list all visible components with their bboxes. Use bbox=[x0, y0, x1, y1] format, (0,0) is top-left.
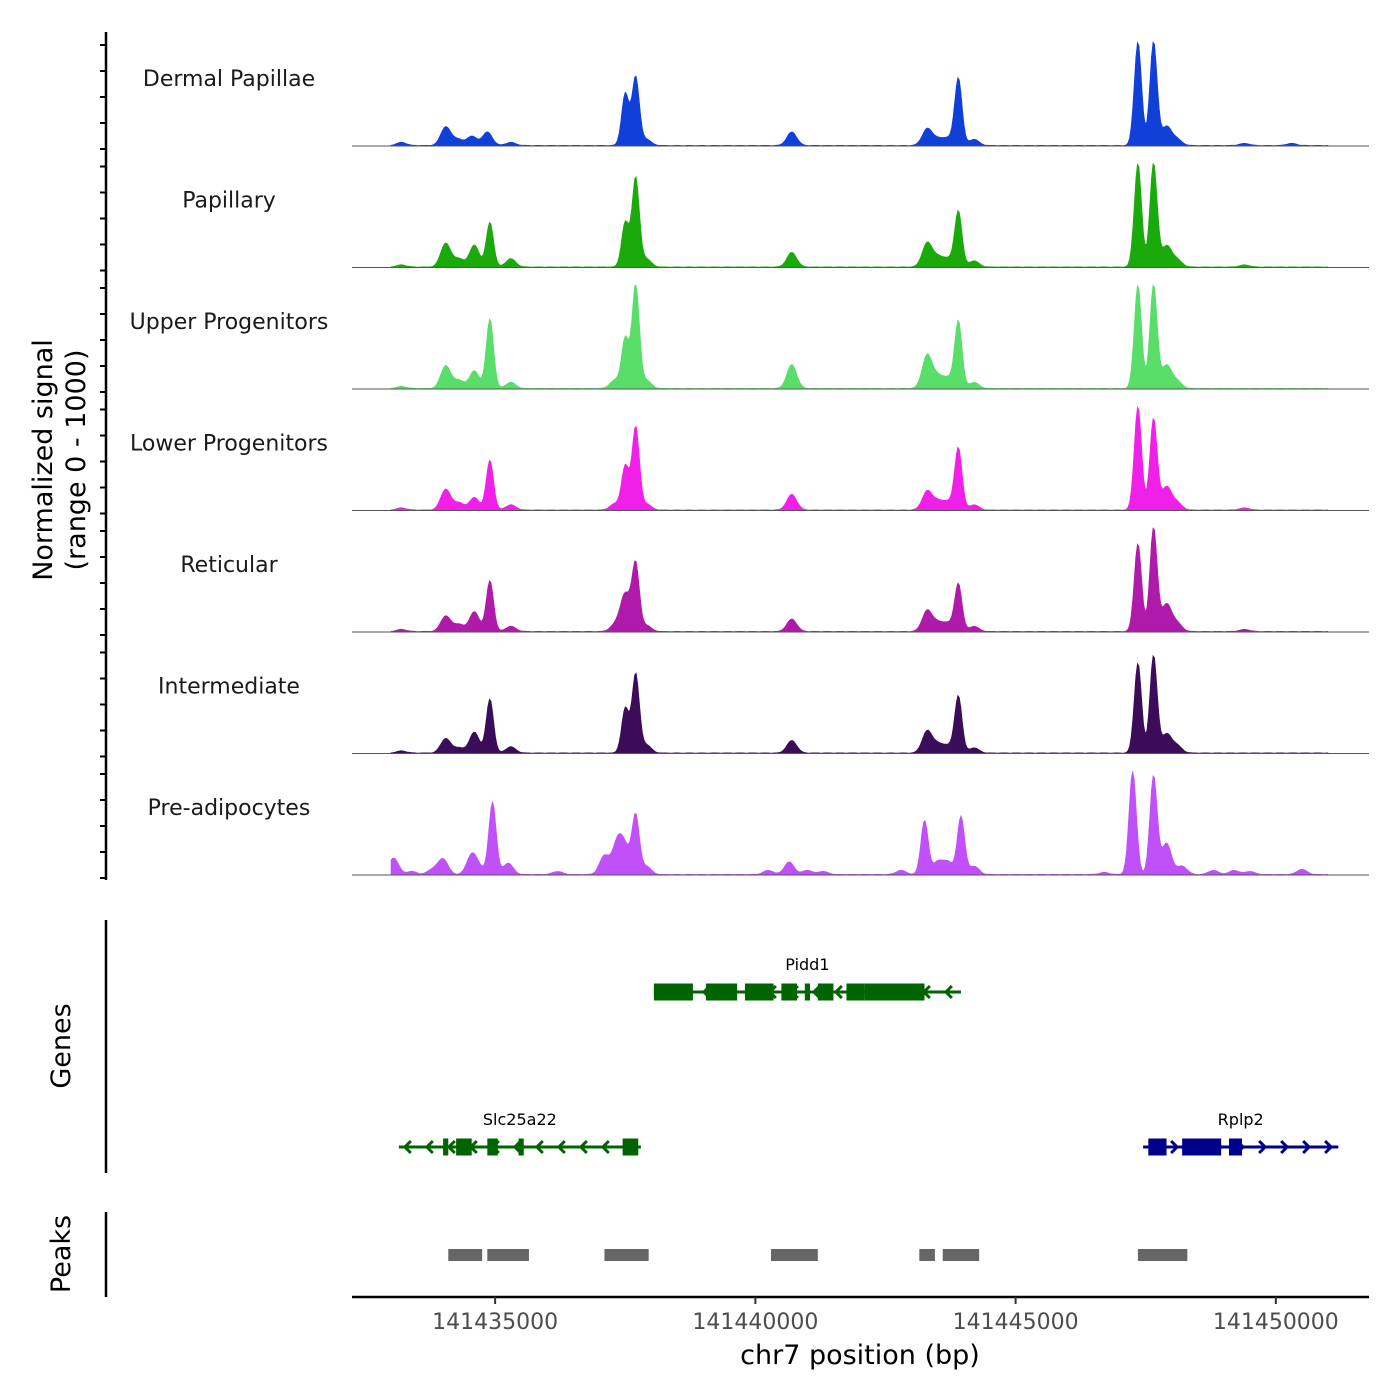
coverage-track-dermal-papillae bbox=[352, 41, 1369, 147]
peaks-section-label: Peaks bbox=[46, 1215, 77, 1293]
y-axis-title-line-1: Normalized signal bbox=[28, 339, 59, 581]
x-tick-label: 141445000 bbox=[953, 1310, 1079, 1335]
gene-annotations: Pidd1 Slc25a22 Rplp2 bbox=[398, 955, 1339, 1156]
x-axis: 141435000 141440000 141445000 141450000 bbox=[352, 1295, 1369, 1335]
coverage-area bbox=[390, 406, 1329, 511]
strand-arrow-icon bbox=[556, 1139, 566, 1155]
coverage-area bbox=[390, 770, 1329, 876]
x-tick-label: 141450000 bbox=[1213, 1310, 1339, 1335]
gene-rplp2: Rplp2 bbox=[1143, 1110, 1339, 1156]
gene-exon bbox=[804, 983, 811, 1001]
gene-pidd1: Pidd1 bbox=[653, 955, 961, 1001]
track-label-pre-adipocytes: Pre-adipocytes bbox=[148, 796, 311, 821]
peak-region bbox=[1137, 1249, 1188, 1261]
track-label-reticular: Reticular bbox=[180, 553, 278, 578]
coverage-area bbox=[390, 654, 1329, 754]
strand-arrow-icon bbox=[424, 1139, 434, 1155]
peak-region bbox=[487, 1249, 529, 1261]
peak-region bbox=[770, 1249, 818, 1261]
coverage-track-upper-progenitors bbox=[352, 284, 1369, 390]
coverage-track-lower-progenitors bbox=[352, 406, 1369, 511]
gene-exon bbox=[653, 983, 693, 1001]
track-labels: Dermal Papillae Papillary Upper Progenit… bbox=[130, 67, 329, 821]
gene-exon bbox=[817, 983, 834, 1001]
strand-arrow-icon bbox=[1280, 1139, 1290, 1155]
gene-exon bbox=[1148, 1138, 1167, 1156]
strand-arrow-icon bbox=[1302, 1139, 1312, 1155]
strand-arrow-icon bbox=[600, 1139, 610, 1155]
strand-arrow-icon bbox=[833, 984, 843, 1000]
gene-exon bbox=[518, 1138, 524, 1156]
gene-exon bbox=[864, 983, 925, 1001]
gene-label: Pidd1 bbox=[785, 955, 829, 974]
gene-exon bbox=[1228, 1138, 1243, 1156]
strand-arrow-icon bbox=[1324, 1139, 1334, 1155]
track-label-papillary: Papillary bbox=[182, 189, 276, 214]
gene-exon bbox=[487, 1138, 498, 1156]
strand-arrow-icon bbox=[1258, 1139, 1268, 1155]
gene-label: Slc25a22 bbox=[483, 1110, 557, 1129]
strand-arrow-icon bbox=[446, 1139, 456, 1155]
gene-exon bbox=[622, 1138, 639, 1156]
track-label-dermal-papillae: Dermal Papillae bbox=[143, 67, 315, 92]
gene-exon bbox=[443, 1138, 449, 1156]
gene-slc25a22: Slc25a22 bbox=[398, 1110, 641, 1156]
peak-region bbox=[448, 1249, 483, 1261]
genes-section-label: Genes bbox=[46, 1003, 77, 1088]
gene-exon bbox=[456, 1138, 472, 1156]
gene-exon bbox=[781, 983, 798, 1001]
peak-regions bbox=[448, 1249, 1188, 1261]
coverage-area bbox=[390, 162, 1329, 268]
y-axis-title-line-2: (range 0 - 1000) bbox=[61, 350, 92, 571]
track-label-upper-progenitors: Upper Progenitors bbox=[130, 310, 329, 335]
x-tick-label: 141435000 bbox=[432, 1310, 558, 1335]
coverage-track-intermediate bbox=[352, 654, 1369, 754]
coverage-area bbox=[390, 527, 1329, 633]
x-tick-label: 141440000 bbox=[692, 1310, 818, 1335]
gene-exon bbox=[846, 983, 865, 1001]
y-axis-title: Normalized signal (range 0 - 1000) bbox=[28, 339, 92, 581]
strand-arrow-icon bbox=[943, 984, 953, 1000]
coverage-area bbox=[390, 284, 1329, 390]
coverage-track-reticular bbox=[352, 527, 1369, 633]
peak-region bbox=[604, 1249, 649, 1261]
strand-arrow-icon bbox=[402, 1139, 412, 1155]
coverage-track-pre-adipocytes bbox=[352, 770, 1369, 876]
gene-exon bbox=[744, 983, 774, 1001]
track-label-lower-progenitors: Lower Progenitors bbox=[130, 432, 328, 457]
x-axis-title: chr7 position (bp) bbox=[740, 1340, 980, 1371]
strand-arrow-icon bbox=[534, 1139, 544, 1155]
gene-exon bbox=[1182, 1138, 1222, 1156]
coverage-area bbox=[390, 41, 1329, 147]
gene-label: Rplp2 bbox=[1218, 1110, 1264, 1129]
strand-arrow-icon bbox=[1170, 1139, 1180, 1155]
strand-arrow-icon bbox=[578, 1139, 588, 1155]
coverage-track-papillary bbox=[352, 162, 1369, 268]
track-label-intermediate: Intermediate bbox=[158, 675, 300, 700]
gene-exon bbox=[705, 983, 738, 1001]
coverage-y-axis bbox=[100, 32, 108, 880]
coverage-tracks bbox=[352, 41, 1369, 876]
peak-region bbox=[942, 1249, 980, 1261]
peak-region bbox=[919, 1249, 935, 1261]
